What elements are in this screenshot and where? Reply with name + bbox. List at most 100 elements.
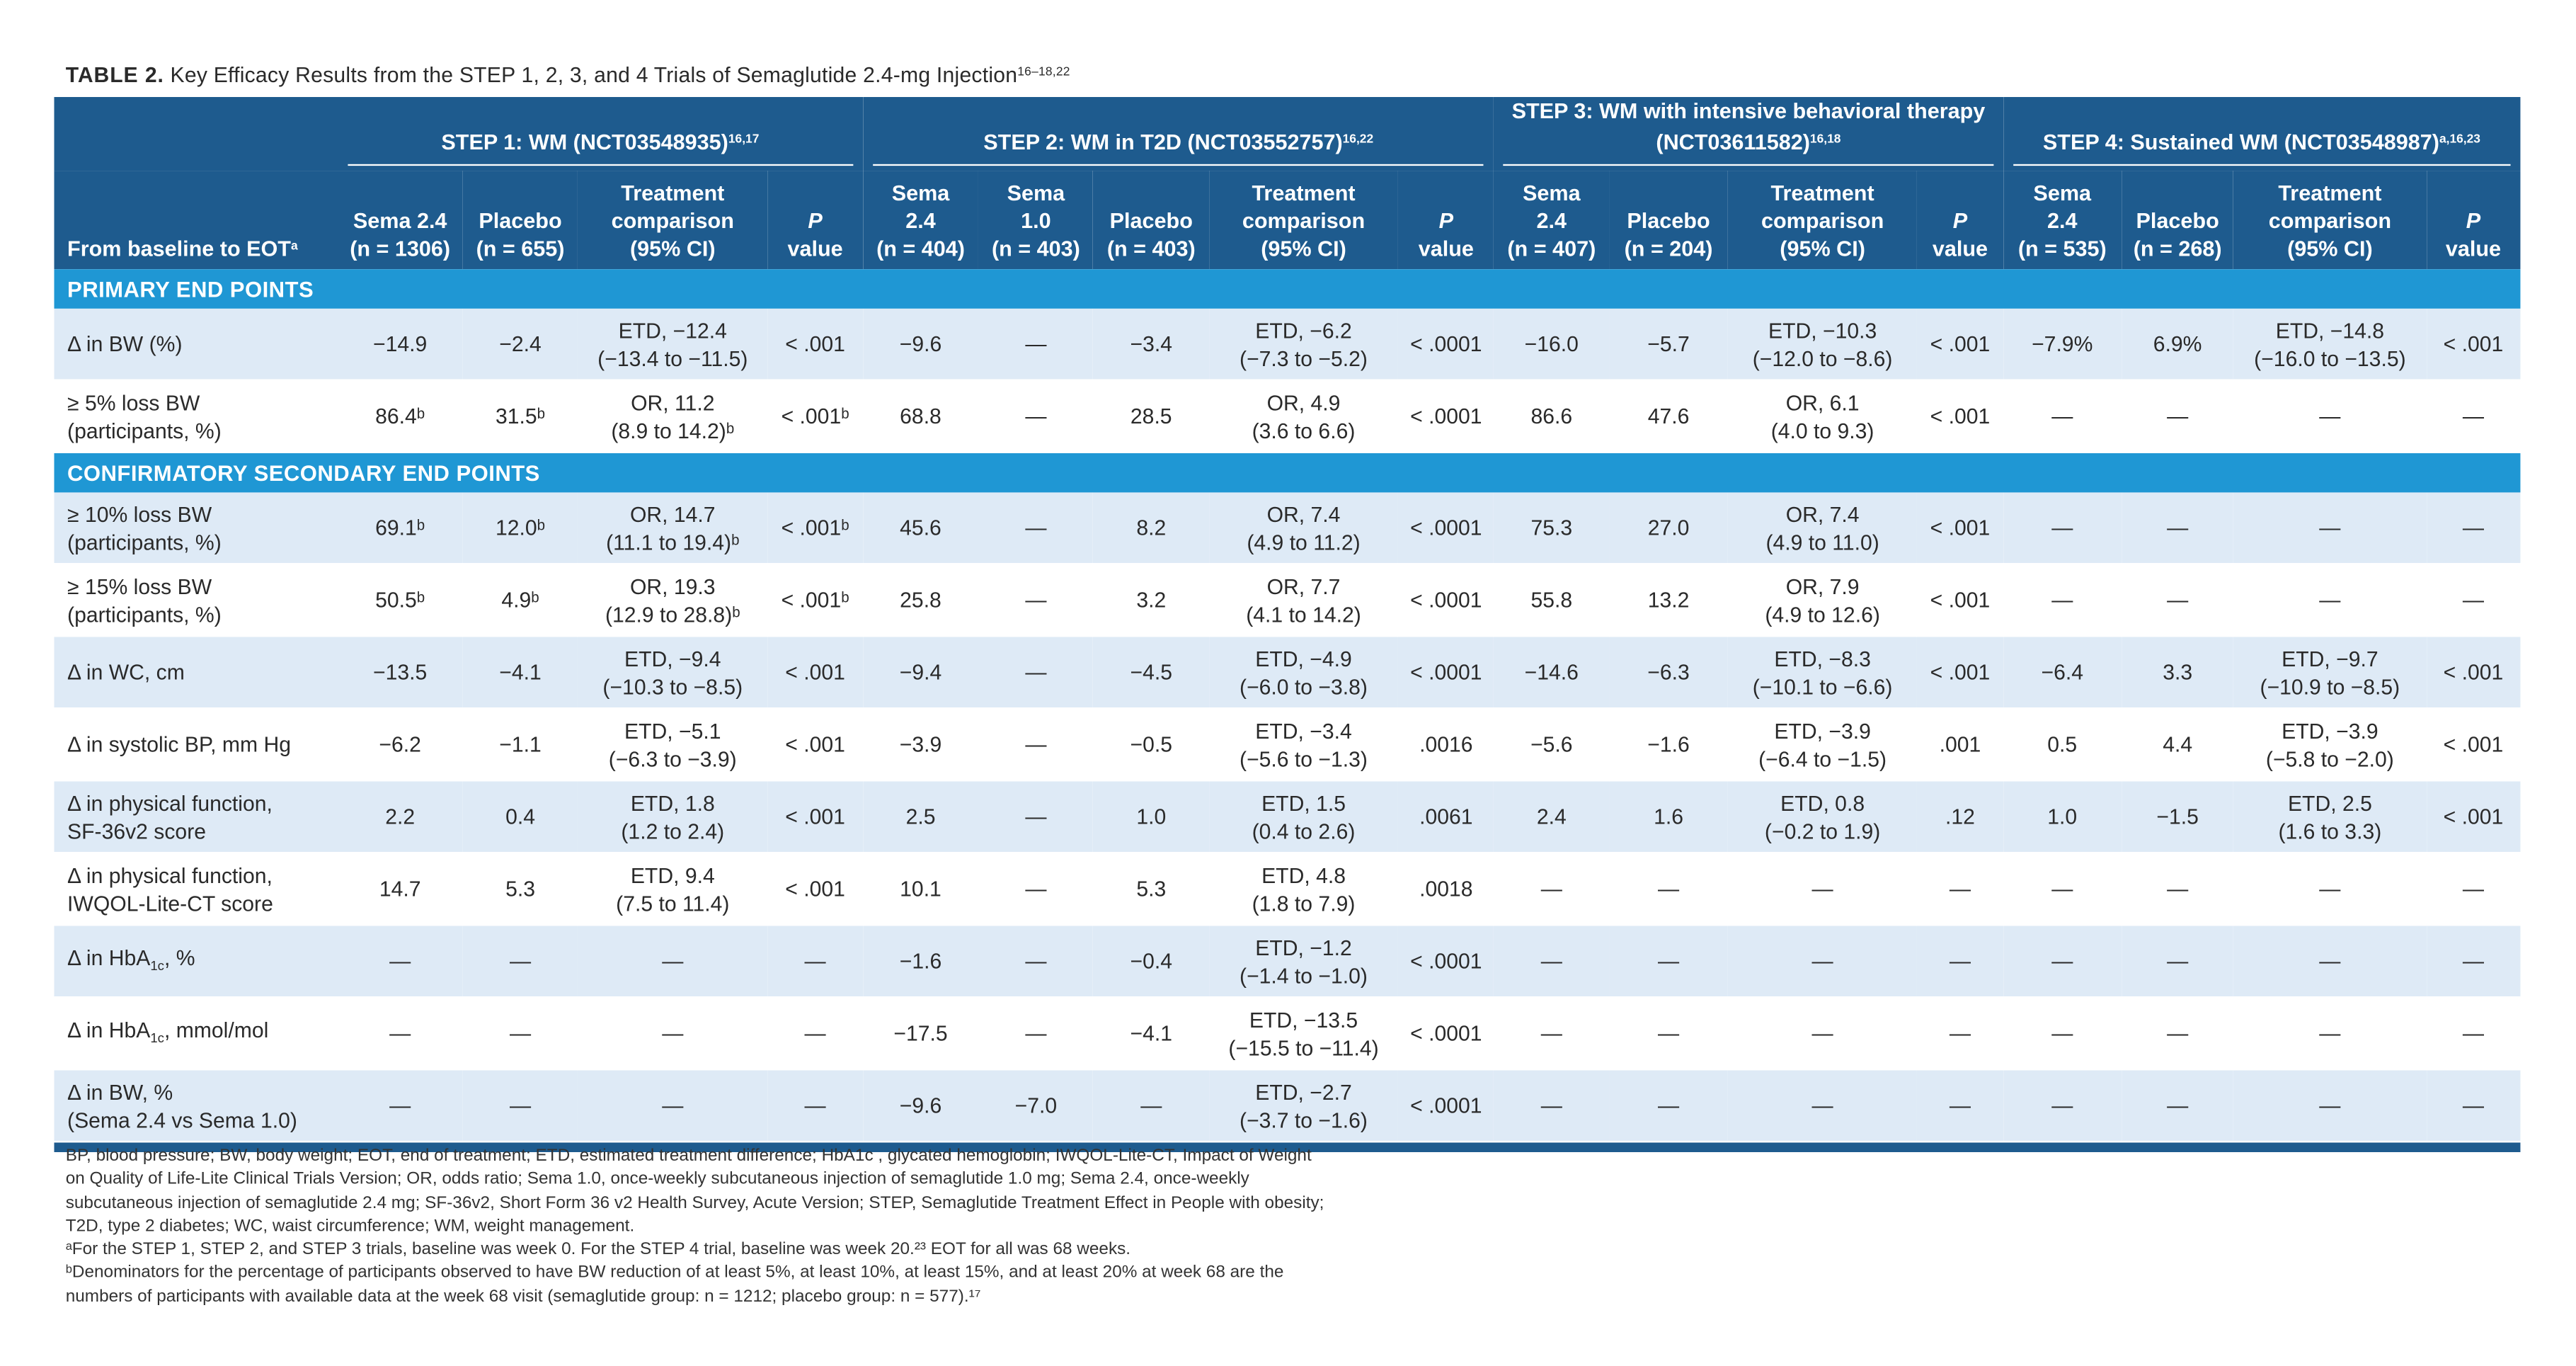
table-cell: < .001	[767, 636, 864, 710]
column-header-cell: Placebo (n = 655)	[462, 171, 578, 270]
table-cell: 68.8	[863, 380, 978, 453]
table-cell: —	[578, 997, 768, 1071]
table-cell: < .001	[767, 853, 864, 926]
footnote-line: T2D, type 2 diabetes; WC, waist circumfe…	[65, 1216, 635, 1236]
group-header-text: STEP 4: Sustained WM (NCT03548987)a,16,2…	[2013, 125, 2511, 166]
group-header-cell: STEP 1: WM (NCT03548935)16,17	[337, 96, 864, 171]
table-cell: 27.0	[1609, 492, 1728, 565]
column-header-cell: Treatment comparison (95% CI)	[1727, 171, 1918, 270]
table-cell: 3.3	[2122, 636, 2234, 710]
table-cell: ETD, −4.9 (−6.0 to −3.8)	[1208, 636, 1399, 710]
column-header-first-text: From baseline to EOT	[67, 236, 291, 261]
table-cell: —	[767, 997, 864, 1071]
table-cell: —	[2426, 1069, 2521, 1143]
column-header-cell: Treatment comparison (95% CI)	[1208, 171, 1399, 270]
table-cell: —	[2003, 1069, 2122, 1143]
table-cell: −4.1	[462, 636, 578, 710]
table-cell: < .001	[2426, 636, 2521, 710]
table-cell: —	[2122, 492, 2234, 565]
column-header-row: From baseline to EOTa Sema 2.4 (n = 1306) P…	[54, 171, 2521, 270]
table-cell: —	[1494, 1069, 1610, 1143]
table-title-text: Key Efficacy Results from the STEP 1, 2,…	[170, 62, 1018, 87]
table-cell: —	[1494, 925, 1610, 998]
table-row: Δ in WC, cm −13.5 −4.1 ETD, −9.4 (−10.3 to −…	[54, 636, 2521, 710]
table-cell: < .001	[767, 308, 864, 381]
table-cell: ETD, −3.9 (−6.4 to −1.5)	[1727, 708, 1918, 782]
table-cell: ETD, −10.3 (−12.0 to −8.6)	[1727, 308, 1918, 381]
column-header-cell: Sema 1.0 (n = 403)	[978, 171, 1094, 270]
table-cell: 86.4ᵇ	[337, 380, 463, 453]
row-label: Δ in WC, cm	[54, 636, 338, 710]
table-cell: 25.8	[863, 564, 978, 637]
group-header-cell: STEP 2: WM in T2D (NCT03552757)16,22	[863, 96, 1494, 171]
table-cell: —	[767, 925, 864, 998]
table-cell: —	[2122, 380, 2234, 453]
table-cell: 31.5ᵇ	[462, 380, 578, 453]
table-cell: —	[1917, 1069, 2003, 1143]
table-cell: ETD, −2.7 (−3.7 to −1.6)	[1208, 1069, 1399, 1143]
table-cell: —	[2233, 564, 2427, 637]
table-cell: ETD, −9.4 (−10.3 to −8.5)	[578, 636, 768, 710]
table-cell: —	[337, 997, 463, 1071]
table-cell: OR, 7.4 (4.9 to 11.2)	[1208, 492, 1399, 565]
table-cell: ETD, 1.8 (1.2 to 2.4)	[578, 780, 768, 854]
table-cell: < .001	[2426, 708, 2521, 782]
table-end-rule	[54, 1142, 2521, 1153]
table-cell: —	[462, 925, 578, 998]
table-title: TABLE 2. Key Efficacy Results from the S…	[66, 62, 1070, 87]
table-cell: −3.9	[863, 708, 978, 782]
column-header-cell: Placebo (n = 268)	[2122, 171, 2234, 270]
table-cell: —	[767, 1069, 864, 1143]
table-cell: < .0001	[1398, 564, 1494, 637]
table-cell: —	[578, 1069, 768, 1143]
table-cell: ETD, −8.3 (−10.1 to −6.6)	[1727, 636, 1918, 710]
table-cell: 14.7	[337, 853, 463, 926]
footnote-line: on Quality of Life-Lite Clinical Trials …	[65, 1169, 1249, 1189]
table-cell: < .001ᵇ	[767, 564, 864, 637]
table-cell: 47.6	[1609, 380, 1728, 453]
group-refs: 16,17	[728, 131, 760, 147]
table-cell: < .0001	[1398, 1069, 1494, 1143]
table-cell: 1.6	[1609, 780, 1728, 854]
table-cell: −9.6	[863, 308, 978, 381]
footnote-line: ᵇDenominators for the percentage of part…	[65, 1263, 1284, 1283]
column-header-cell: Sema 2.4 (n = 404)	[863, 171, 978, 270]
column-header-cell: Sema 2.4 (n = 407)	[1494, 171, 1610, 270]
table-cell: −7.9%	[2003, 308, 2122, 381]
table-cell: —	[978, 380, 1094, 453]
table-cell: —	[978, 564, 1094, 637]
row-label-text: ≥ 5% loss BW (participants, %)	[67, 389, 222, 443]
table-cell: OR, 11.2 (8.9 to 14.2)ᵇ	[578, 380, 768, 453]
group-header-text: STEP 1: WM (NCT03548935)16,17	[347, 125, 854, 166]
table-cell: −6.4	[2003, 636, 2122, 710]
table-cell: < .0001	[1398, 997, 1494, 1071]
table-cell: 2.2	[337, 780, 463, 854]
row-label-text: Δ in BW, % (Sema 2.4 vs Sema 1.0)	[67, 1079, 297, 1132]
table-cell: —	[462, 997, 578, 1071]
section-title: PRIMARY END POINTS	[54, 269, 2521, 309]
table-cell: < .0001	[1398, 925, 1494, 998]
table-cell: < .001	[1917, 564, 2003, 637]
table-row: Δ in BW, % (Sema 2.4 vs Sema 1.0) — — — — −9.6…	[54, 1069, 2521, 1143]
table-end-rule-cell	[54, 1142, 2521, 1153]
column-header-first-ref: a	[290, 238, 298, 253]
table-cell: 1.0	[1093, 780, 1209, 854]
table-cell: —	[2426, 564, 2521, 637]
table-label: TABLE 2.	[65, 62, 164, 87]
table-cell: 6.9%	[2122, 308, 2234, 381]
table-cell: —	[2233, 925, 2427, 998]
footnote-line: numbers of participants with available d…	[65, 1286, 981, 1307]
table-cell: < .001	[1917, 308, 2003, 381]
row-label-text: ≥ 15% loss BW (participants, %)	[67, 574, 222, 627]
table-row: Δ in physical function, IWQOL-Lite-CT sco…	[54, 853, 2521, 926]
table-cell: —	[2122, 853, 2234, 926]
table-cell: < .001	[1917, 636, 2003, 710]
table-cell: ETD, −12.4 (−13.4 to −11.5)	[578, 308, 768, 381]
table-cell: −14.6	[1494, 636, 1610, 710]
group-header-text: STEP 3: WM with intensive behavioral the…	[1504, 97, 1993, 166]
table-cell: ETD, −6.2 (−7.3 to −5.2)	[1208, 308, 1399, 381]
table-row: Δ in HbA1c, mmol/mol — — — — −17.5— −4.1 ETD, −…	[54, 997, 2521, 1071]
